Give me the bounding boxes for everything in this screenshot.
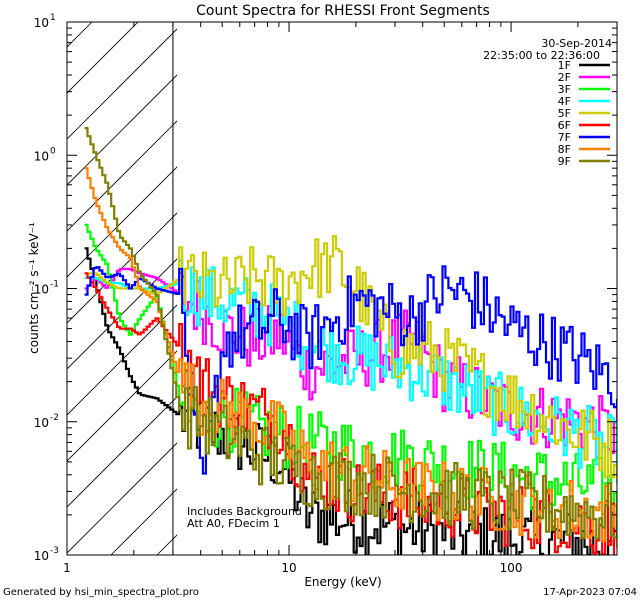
series-line-1F	[84, 247, 617, 555]
legend-label-8F: 8F	[558, 143, 571, 156]
y-tick-label: 10	[34, 16, 49, 30]
x-tick-label: 1	[63, 561, 71, 575]
y-tick-label-exponent: -2	[50, 413, 59, 423]
timestamp-footer: 17-Apr-2023 07:04	[543, 587, 637, 598]
series-line-5F	[84, 235, 617, 481]
x-tick-label: 10	[281, 561, 296, 575]
y-tick-label: 10	[34, 149, 49, 163]
legend-label-7F: 7F	[558, 131, 571, 144]
x-axis-label: Energy (keV)	[304, 575, 381, 589]
hatch-line	[67, 74, 177, 186]
observation-date: 30-Sep-2014	[541, 37, 612, 50]
observation-time-range: 22:35:00 to 22:36:00	[483, 49, 600, 62]
chart-title: Count Spectra for RHESSI Front Segments	[196, 3, 490, 19]
x-tick-label: 100	[500, 561, 523, 575]
y-tick-label-exponent: 1	[50, 13, 56, 23]
series-line-9F	[84, 127, 617, 540]
hatch-line	[67, 28, 177, 140]
y-tick-label: 10	[34, 283, 49, 297]
y-axis-label: counts cm⁻² s⁻¹ keV⁻¹	[27, 222, 41, 354]
y-axis-label-text: counts cm⁻² s⁻¹ keV⁻¹	[27, 222, 41, 354]
legend-label-6F: 6F	[558, 119, 571, 132]
y-tick-label-exponent: -3	[50, 546, 59, 556]
y-tick-label: 10	[34, 549, 49, 563]
legend-label-3F: 3F	[558, 83, 571, 96]
hatch-line	[67, 442, 177, 554]
legend-label-5F: 5F	[558, 107, 571, 120]
y-tick-label: 10	[34, 416, 49, 430]
annotation-attenuator: Att A0, FDecim 1	[187, 517, 280, 530]
series-line-4F	[84, 259, 617, 484]
legend-label-4F: 4F	[558, 95, 571, 108]
generated-by-footer: Generated by hsi_min_spectra_plot.pro	[3, 587, 199, 598]
legend-label-1F: 1F	[558, 59, 571, 72]
hatch-line	[67, 396, 177, 508]
legend-label-2F: 2F	[558, 71, 571, 84]
hatch-line	[67, 212, 177, 324]
series-line-7F	[84, 265, 617, 475]
y-tick-label-exponent: 0	[50, 146, 56, 156]
legend-label-9F: 9F	[558, 155, 571, 168]
y-tick-label-exponent: -1	[50, 280, 59, 290]
annotation-background: Includes Background	[187, 505, 302, 518]
